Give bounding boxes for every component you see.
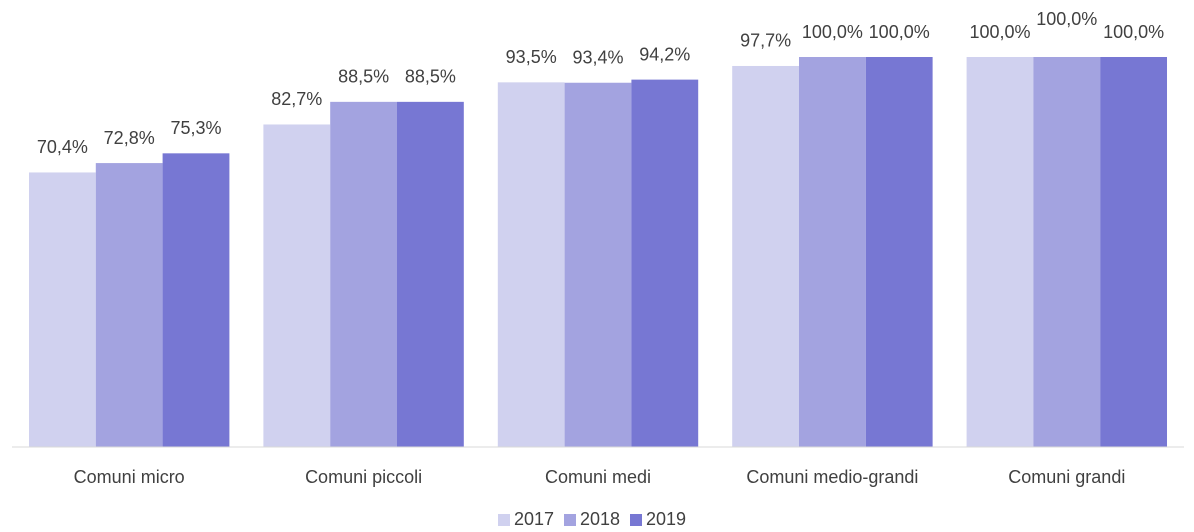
bar bbox=[966, 57, 1034, 447]
bar bbox=[1100, 57, 1168, 447]
data-label: 94,2% bbox=[639, 44, 690, 64]
bar bbox=[798, 57, 866, 447]
x-tick-label: Comuni medi bbox=[545, 467, 651, 487]
bar bbox=[162, 153, 230, 447]
legend-swatch bbox=[630, 514, 642, 526]
bar bbox=[263, 124, 331, 447]
bar bbox=[564, 82, 632, 448]
data-label: 93,4% bbox=[572, 47, 623, 67]
data-label: 88,5% bbox=[338, 67, 389, 87]
bar bbox=[631, 79, 699, 448]
data-label: 97,7% bbox=[740, 31, 791, 51]
bar bbox=[1033, 57, 1101, 447]
legend-swatch bbox=[564, 514, 576, 526]
bar bbox=[28, 172, 96, 447]
data-label: 82,7% bbox=[271, 89, 322, 109]
data-label: 100,0% bbox=[1103, 22, 1164, 42]
x-tick-label: Comuni piccoli bbox=[305, 467, 422, 487]
data-label: 100,0% bbox=[802, 22, 863, 42]
bar bbox=[330, 101, 398, 447]
data-label: 88,5% bbox=[405, 67, 456, 87]
data-label: 93,5% bbox=[506, 47, 557, 67]
x-tick-label: Comuni grandi bbox=[1008, 467, 1125, 487]
legend-label: 2017 bbox=[514, 509, 554, 529]
legend-label: 2018 bbox=[580, 509, 620, 529]
data-label: 75,3% bbox=[170, 118, 221, 138]
legend-label: 2019 bbox=[646, 509, 686, 529]
data-label: 72,8% bbox=[104, 128, 155, 148]
bar bbox=[732, 65, 799, 447]
legend-swatch bbox=[498, 514, 510, 526]
x-tick-label: Comuni medio-grandi bbox=[746, 467, 918, 487]
data-label: 100,0% bbox=[869, 22, 930, 42]
data-label: 100,0% bbox=[969, 22, 1030, 42]
x-tick-label: Comuni micro bbox=[74, 467, 185, 487]
bar bbox=[865, 57, 933, 447]
bar bbox=[95, 163, 163, 447]
bar bbox=[397, 101, 464, 447]
data-label: 70,4% bbox=[37, 137, 88, 157]
data-label: 100,0% bbox=[1036, 9, 1097, 29]
bar bbox=[497, 82, 565, 447]
